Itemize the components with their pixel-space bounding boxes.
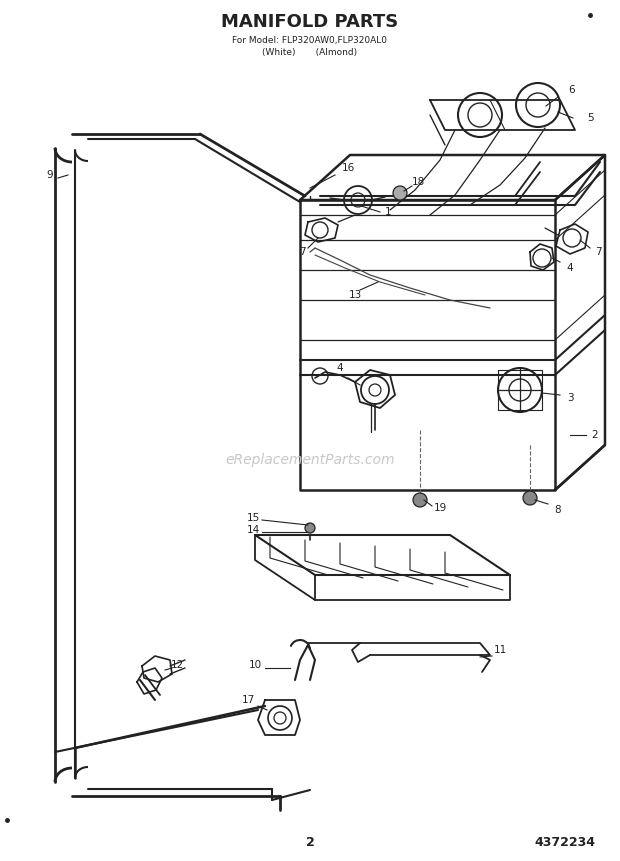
Text: 11: 11 (494, 645, 507, 655)
Text: 14: 14 (246, 525, 260, 535)
Text: MANIFOLD PARTS: MANIFOLD PARTS (221, 13, 399, 31)
Text: (White)       (Almond): (White) (Almond) (262, 48, 358, 58)
Text: 12: 12 (170, 660, 184, 670)
Text: 4372234: 4372234 (534, 835, 595, 848)
Text: 15: 15 (246, 513, 260, 523)
Text: 7: 7 (299, 247, 305, 257)
Text: 2: 2 (591, 430, 598, 440)
Text: 7: 7 (595, 247, 601, 257)
Text: 8: 8 (555, 505, 561, 515)
Circle shape (413, 493, 427, 507)
Text: 19: 19 (433, 503, 446, 513)
Text: 3: 3 (567, 393, 574, 403)
Text: 9: 9 (46, 170, 53, 180)
Text: 18: 18 (412, 177, 425, 187)
Text: 10: 10 (249, 660, 262, 670)
Text: eReplacementParts.com: eReplacementParts.com (225, 453, 395, 467)
Text: 2: 2 (306, 835, 314, 848)
Text: 4: 4 (337, 363, 343, 373)
Text: 17: 17 (241, 695, 255, 705)
Text: 13: 13 (348, 290, 361, 300)
Text: 16: 16 (342, 163, 355, 173)
Circle shape (523, 491, 537, 505)
Circle shape (393, 186, 407, 200)
Text: 4: 4 (567, 263, 574, 273)
Text: For Model: FLP320AW0,FLP320AL0: For Model: FLP320AW0,FLP320AL0 (232, 35, 388, 45)
Circle shape (305, 523, 315, 533)
Text: 6: 6 (569, 85, 575, 95)
Text: 5: 5 (587, 113, 593, 123)
Text: 1: 1 (384, 207, 391, 217)
